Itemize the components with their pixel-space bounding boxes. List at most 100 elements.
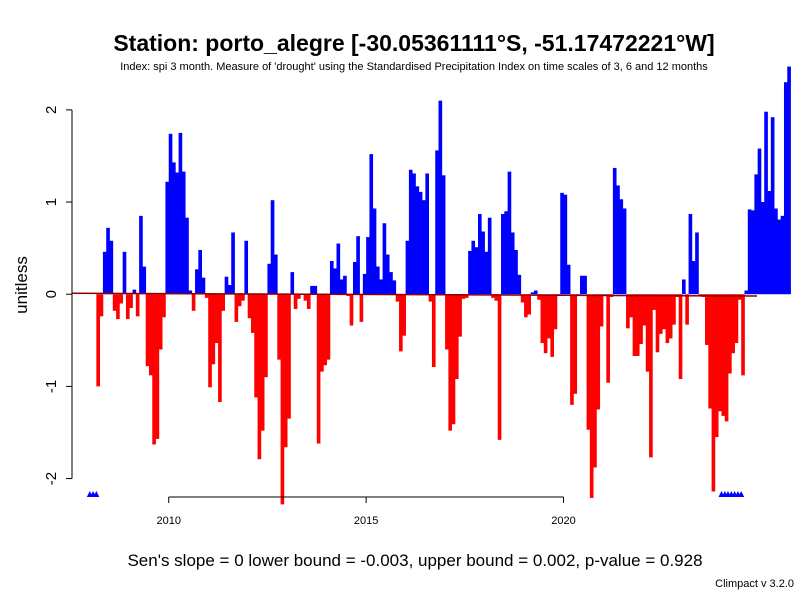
- bar: [316, 294, 321, 444]
- bar: [408, 169, 413, 295]
- bar: [550, 294, 555, 357]
- bar: [326, 294, 331, 360]
- bar: [405, 240, 410, 295]
- bar: [445, 294, 449, 350]
- bar: [708, 294, 712, 409]
- bar: [280, 294, 285, 505]
- bar: [96, 294, 100, 387]
- y-axis-label: unitless: [12, 256, 31, 314]
- bar: [323, 294, 327, 366]
- bar: [757, 148, 762, 295]
- axes-group: -2 -1 0 1 2 2010 2015 2020: [43, 106, 576, 527]
- bar: [287, 294, 291, 419]
- bar: [468, 250, 472, 295]
- software-credit: Climpact v 3.2.0: [715, 578, 794, 590]
- bar: [737, 294, 742, 300]
- bar: [274, 254, 278, 295]
- bar: [501, 214, 505, 295]
- bar: [593, 294, 597, 468]
- x-tick-label: 2020: [551, 515, 575, 527]
- y-tick-label: -2: [43, 472, 60, 485]
- bar: [741, 294, 745, 376]
- bar: [751, 210, 755, 295]
- bar: [754, 174, 759, 295]
- bar: [711, 294, 716, 492]
- bar: [517, 274, 522, 295]
- bar: [764, 111, 768, 295]
- bar: [744, 290, 749, 295]
- bar: [451, 294, 456, 425]
- bar: [553, 294, 558, 330]
- bar: [635, 294, 640, 356]
- bar: [491, 294, 495, 298]
- bar: [339, 279, 344, 295]
- bar: [678, 294, 683, 380]
- bar: [474, 247, 479, 295]
- bar: [672, 294, 676, 325]
- bar: [527, 294, 531, 315]
- bar: [714, 294, 719, 438]
- bar: [382, 223, 387, 295]
- x-tick-label: 2010: [156, 515, 180, 527]
- bar: [428, 294, 433, 302]
- bar: [372, 208, 377, 295]
- bar: [533, 290, 538, 295]
- bar: [333, 268, 337, 295]
- bar: [211, 294, 216, 365]
- bar: [734, 294, 739, 344]
- bar: [389, 272, 393, 295]
- bar: [224, 276, 229, 295]
- bar: [543, 294, 548, 354]
- bar: [290, 272, 295, 295]
- bar: [181, 171, 186, 295]
- bar: [645, 294, 650, 372]
- y-tick-label: 0: [43, 290, 60, 298]
- bar: [461, 294, 466, 299]
- missing-data-marker: [738, 491, 745, 497]
- bar: [185, 217, 189, 295]
- bar: [172, 162, 176, 295]
- bar: [227, 285, 232, 295]
- bar: [234, 294, 239, 322]
- bar: [188, 290, 193, 295]
- bar: [320, 294, 324, 372]
- bar: [695, 232, 699, 295]
- bar: [270, 200, 275, 295]
- bar: [681, 279, 686, 295]
- bar: [195, 269, 199, 295]
- bar: [622, 208, 627, 295]
- bar: [362, 273, 367, 295]
- bar: [599, 294, 604, 327]
- bar: [471, 240, 476, 295]
- bar: [214, 294, 219, 344]
- bar: [504, 211, 508, 295]
- y-tick-label: -1: [43, 380, 60, 393]
- bar: [530, 292, 535, 295]
- y-tick-label: 1: [43, 198, 60, 206]
- missing-data-marker: [93, 491, 100, 497]
- bar: [418, 191, 423, 295]
- bar: [586, 294, 591, 430]
- bar: [343, 275, 347, 295]
- bar: [221, 294, 226, 311]
- bar: [165, 181, 170, 295]
- bar: [563, 194, 568, 295]
- bar: [576, 294, 581, 295]
- missing-markers-group: [86, 491, 745, 497]
- bar: [175, 172, 179, 295]
- bar: [655, 294, 660, 353]
- bar: [349, 294, 354, 326]
- bar: [277, 294, 281, 360]
- bar: [783, 82, 788, 295]
- bar: [566, 264, 571, 295]
- bar: [724, 294, 729, 422]
- bar: [303, 294, 308, 301]
- bar: [395, 294, 400, 302]
- bar: [283, 294, 288, 448]
- bar: [376, 266, 380, 295]
- bar: [306, 294, 311, 309]
- bar: [178, 132, 183, 295]
- bar: [612, 167, 617, 295]
- bar: [507, 171, 512, 295]
- bar: [415, 186, 420, 295]
